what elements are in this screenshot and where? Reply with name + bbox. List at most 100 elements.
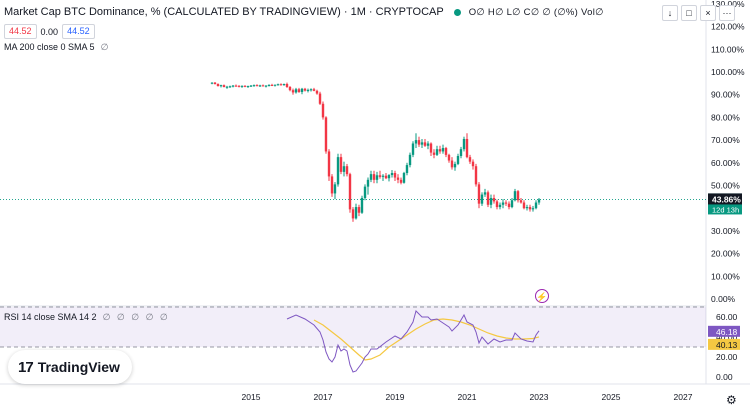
candle-body xyxy=(477,184,481,204)
time-tick-label: 2023 xyxy=(530,392,549,402)
rsi-tick-label: 0.00 xyxy=(716,372,733,382)
rsi-ma-value-badge xyxy=(708,338,740,350)
candle-body xyxy=(294,89,298,93)
candle-body xyxy=(267,84,271,86)
candle-body xyxy=(222,85,226,87)
candle-body xyxy=(489,197,493,205)
price-tick-label: 60.00% xyxy=(711,158,740,168)
time-tick-label: 2017 xyxy=(314,392,333,402)
candle-body xyxy=(501,202,505,205)
candle-body xyxy=(306,89,310,91)
tradingview-logo[interactable]: 17 TradingView xyxy=(8,350,132,384)
candle-body xyxy=(330,176,334,194)
candle-body xyxy=(357,207,361,213)
spread-value: 0.00 xyxy=(40,26,59,37)
symbol-title[interactable]: Market Cap BTC Dominance, % (CALCULATED … xyxy=(4,6,444,18)
candle-body xyxy=(351,209,355,219)
price-tick-label: 20.00% xyxy=(711,249,740,259)
candle-body xyxy=(474,166,478,185)
rsi-ma-value-label: 40.13 xyxy=(716,340,738,350)
candle-body xyxy=(258,85,262,87)
candle-body xyxy=(387,175,391,179)
current-price-badge-top xyxy=(708,193,742,205)
bid-button[interactable]: 44.52 xyxy=(4,24,37,39)
candle-body xyxy=(438,149,442,152)
candle-body xyxy=(237,85,241,87)
market-status-dot xyxy=(453,8,461,16)
rsi-ma-line xyxy=(313,318,540,361)
rsi-values-empty: ∅ ∅ ∅ ∅ ∅ xyxy=(102,312,170,322)
current-price-label: 43.86% xyxy=(712,194,741,204)
ask-button[interactable]: 44.52 xyxy=(62,24,95,39)
candle-body xyxy=(255,85,259,87)
rsi-pane xyxy=(0,306,706,373)
rsi-indicator-legend[interactable]: RSI 14 close SMA 14 2 ∅ ∅ ∅ ∅ ∅ xyxy=(4,312,170,323)
price-tick-label: 10.00% xyxy=(711,271,740,281)
candle-body xyxy=(297,89,301,92)
price-tick-label: 100.00% xyxy=(711,67,745,77)
candle-body xyxy=(321,103,325,118)
candle-body xyxy=(381,175,385,177)
ma-indicator-legend[interactable]: MA 200 close 0 SMA 5 ∅ xyxy=(4,42,108,53)
price-tick-label: 0.00% xyxy=(711,294,736,304)
candle-body xyxy=(213,82,217,85)
tradingview-mark-icon: 17 xyxy=(18,358,34,376)
price-tick-label: 120.00% xyxy=(711,22,745,32)
candle-body xyxy=(378,175,382,177)
candle-body xyxy=(366,179,370,187)
candle-body xyxy=(216,84,220,87)
candle-body xyxy=(516,191,520,201)
candle-body xyxy=(360,197,364,213)
chart-header: Market Cap BTC Dominance, % (CALCULATED … xyxy=(4,4,604,20)
candle-body xyxy=(423,142,427,146)
candle-body xyxy=(498,204,502,208)
economic-event-icon[interactable]: ⚡ xyxy=(535,289,549,303)
bar-countdown-label: 12d 13h xyxy=(712,205,739,214)
price-tick-label: 80.00% xyxy=(711,112,740,122)
candle-body xyxy=(522,202,526,209)
price-tick-label: 110.00% xyxy=(711,44,744,54)
rsi-tick-label: 60.00 xyxy=(716,312,738,322)
candle-body xyxy=(483,192,487,195)
ohlc-values: O∅ H∅ L∅ C∅ ∅ (∅%) Vol∅ xyxy=(468,6,604,18)
candle-body xyxy=(399,179,403,183)
candle-body xyxy=(291,90,295,93)
candle-body xyxy=(462,138,466,150)
settings-gear-icon[interactable]: ⚙ xyxy=(726,393,737,407)
more-options-button[interactable]: ··· xyxy=(719,5,735,21)
candle-body xyxy=(393,173,397,178)
candle-body xyxy=(327,151,331,177)
candle-body xyxy=(414,140,418,144)
rsi-band xyxy=(0,307,706,347)
ma-label: MA 200 close 0 SMA 5 xyxy=(4,42,95,52)
candle-body xyxy=(225,86,229,88)
candle-body xyxy=(441,148,445,152)
candle-body xyxy=(480,194,484,204)
candle-body xyxy=(231,85,235,87)
maximize-pane-button[interactable]: □ xyxy=(681,5,697,21)
ma-value: ∅ xyxy=(100,42,109,52)
candle-body xyxy=(333,184,337,194)
price-tick-label: 90.00% xyxy=(711,90,740,100)
time-tick-label: 2015 xyxy=(242,392,261,402)
candle-body xyxy=(384,175,388,179)
candle-body xyxy=(411,143,415,155)
candle-body xyxy=(429,143,433,153)
candle-body xyxy=(372,174,376,180)
price-tick-label: 30.00% xyxy=(711,226,740,236)
candle-body xyxy=(534,202,538,209)
candle-body xyxy=(309,89,313,91)
candle-body xyxy=(528,207,532,210)
candle-body xyxy=(465,138,469,158)
candle-body xyxy=(417,140,421,145)
collapse-pane-button[interactable]: ↓ xyxy=(662,5,678,21)
candle-body xyxy=(468,157,472,162)
time-tick-label: 2027 xyxy=(674,392,693,402)
price-tick-label: 70.00% xyxy=(711,135,740,145)
candle-body xyxy=(363,186,367,198)
candle-body xyxy=(342,166,346,172)
close-pane-button[interactable]: × xyxy=(700,5,716,21)
candle-body xyxy=(408,154,412,166)
candle-body xyxy=(471,161,475,167)
